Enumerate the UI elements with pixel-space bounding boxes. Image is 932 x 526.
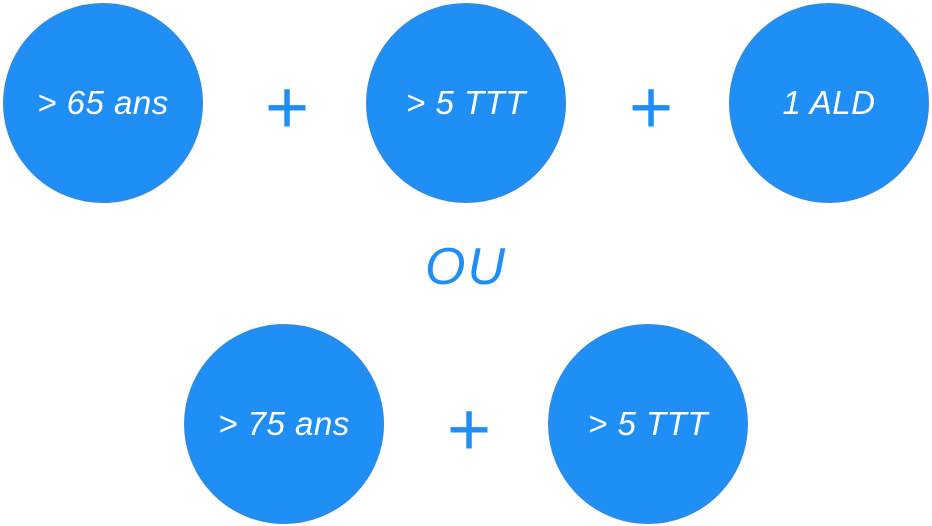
criterion-ttt-label-row1: > 5 TTT [406, 84, 526, 121]
plus-sign-row1-b: + [627, 65, 673, 150]
criterion-ttt-circle-row2: > 5 TTT [548, 324, 748, 524]
criterion-ald-label: 1 ALD [782, 84, 876, 121]
plus-sign-row2: + [445, 387, 491, 472]
criterion-ald-circle: 1 ALD [729, 3, 929, 203]
criterion-age-75-label: > 75 ans [218, 405, 350, 442]
criterion-age-65-label: > 65 ans [37, 84, 169, 121]
criterion-age-75-circle: > 75 ans [184, 324, 384, 524]
or-separator: OU [425, 238, 507, 296]
criterion-ttt-label-row2: > 5 TTT [588, 405, 708, 442]
plus-sign-row1-a: + [263, 65, 309, 150]
criterion-ttt-circle-row1: > 5 TTT [366, 3, 566, 203]
criterion-age-65-circle: > 65 ans [3, 3, 203, 203]
